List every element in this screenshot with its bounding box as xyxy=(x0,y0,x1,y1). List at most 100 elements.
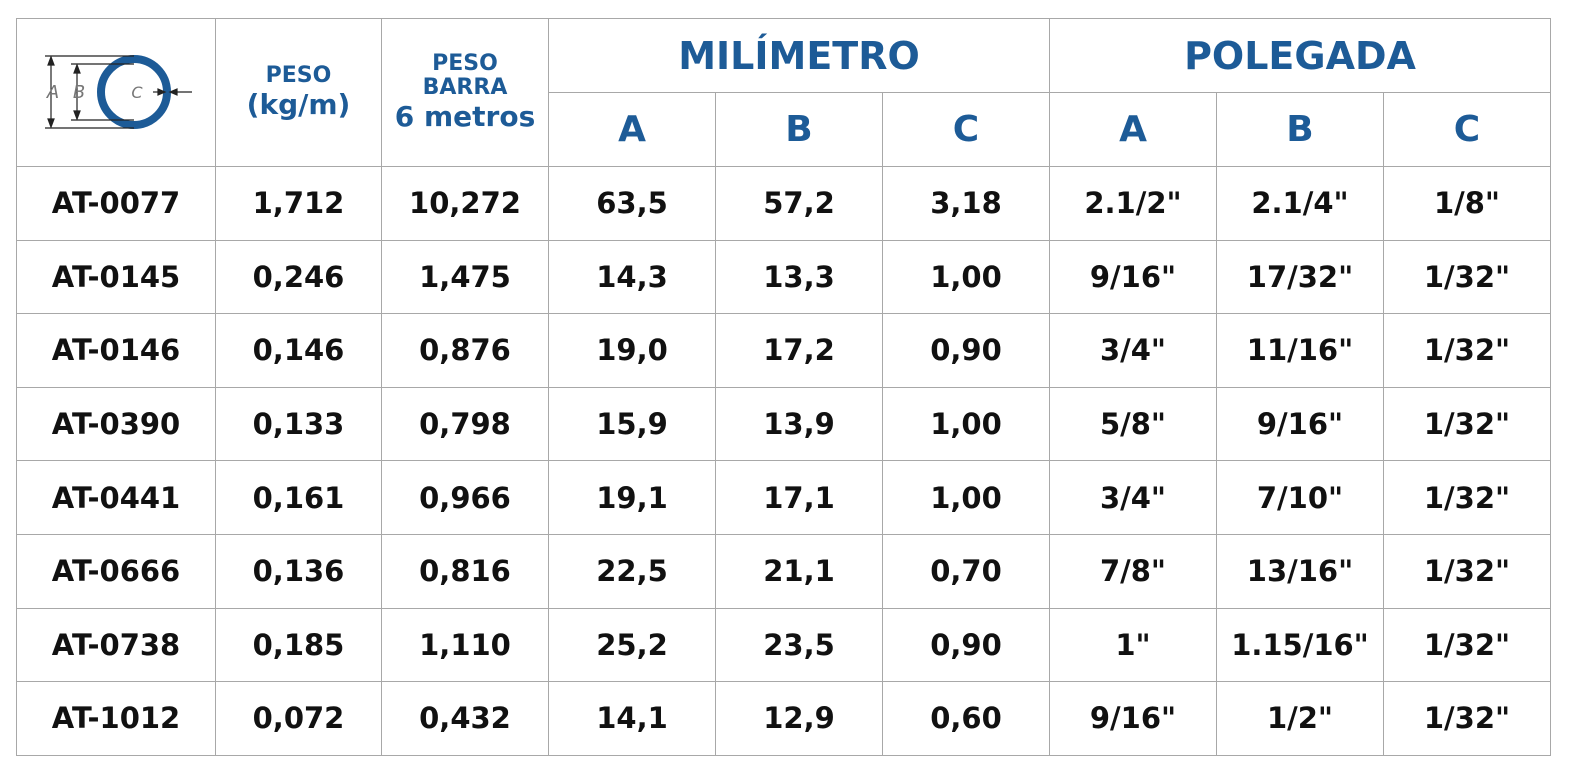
value-cell: 1/32" xyxy=(1382,607,1552,683)
value-cell: 9/16" xyxy=(1049,239,1217,315)
diagram-label: B xyxy=(73,82,85,103)
value-cell: 0,816 xyxy=(381,533,549,609)
value-cell: 22,5 xyxy=(548,533,716,609)
value-cell: 2.1/2" xyxy=(1049,166,1217,241)
value-cell: 0,146 xyxy=(215,313,382,388)
value-cell: 15,9 xyxy=(548,386,716,462)
value-cell: 1" xyxy=(1049,607,1217,683)
value-cell: 1,00 xyxy=(882,386,1050,462)
tube-table: A B C PESO (kg/m) PESO BARRA 6 metros MI… xyxy=(16,18,1552,756)
header-text: BARRA xyxy=(422,74,508,100)
value-cell: 1/2" xyxy=(1216,681,1384,756)
value-cell: 57,2 xyxy=(715,166,883,241)
group-header: POLEGADA xyxy=(1048,18,1552,93)
value-cell: 2.1/4" xyxy=(1216,166,1384,241)
value-cell: 0,798 xyxy=(381,386,549,462)
dimension-lines xyxy=(45,54,192,129)
value-cell: 7/10" xyxy=(1216,460,1384,535)
value-cell: 0,246 xyxy=(215,239,382,315)
table-row: AT-1012 0,072 0,432 14,1 12,9 0,60 9/16" 1/2" 1/… xyxy=(16,681,1552,756)
sub-header: A xyxy=(1049,92,1217,167)
table-row: AT-0145 0,246 1,475 14,3 13,3 1,00 9/16" 17/32"… xyxy=(16,239,1552,315)
value-cell: 1/32" xyxy=(1382,313,1552,388)
value-cell: 9/16" xyxy=(1216,386,1384,462)
value-cell: 14,1 xyxy=(548,681,716,756)
sub-header: C xyxy=(1382,92,1552,167)
diagram-cell: A B C xyxy=(16,18,216,167)
header-text: (kg/m) xyxy=(246,87,351,121)
value-cell: 0,966 xyxy=(381,460,549,535)
value-cell: 1/8" xyxy=(1382,166,1552,241)
value-cell: 19,0 xyxy=(548,313,716,388)
table-row: AT-0441 0,161 0,966 19,1 17,1 1,00 3/4" 7/10" 1/… xyxy=(16,460,1552,535)
table-row: AT-0146 0,146 0,876 19,0 17,2 0,90 3/4" 11/16" 1… xyxy=(16,313,1552,388)
value-cell: 1,00 xyxy=(882,239,1050,315)
value-cell: 0,90 xyxy=(882,313,1050,388)
value-cell: 17,2 xyxy=(715,313,883,388)
value-cell: 19,1 xyxy=(548,460,716,535)
value-cell: 3,18 xyxy=(882,166,1050,241)
value-cell: 7/8" xyxy=(1049,533,1217,609)
header-text: PESO xyxy=(265,62,332,88)
value-cell: 21,1 xyxy=(715,533,883,609)
value-cell: 1,712 xyxy=(215,166,382,241)
value-cell: 1,475 xyxy=(381,239,549,315)
value-cell: 0,136 xyxy=(215,533,382,609)
value-cell: 1/32" xyxy=(1382,533,1552,609)
value-cell: 17,1 xyxy=(715,460,883,535)
value-cell: 10,272 xyxy=(381,166,549,241)
diagram-label: C xyxy=(131,83,143,102)
value-cell: 0,70 xyxy=(882,533,1050,609)
value-cell: 0,133 xyxy=(215,386,382,462)
code-cell: AT-0666 xyxy=(16,533,216,609)
peso-header: PESO (kg/m) xyxy=(215,18,382,167)
table-row: AT-0666 0,136 0,816 22,5 21,1 0,70 7/8" 13/16" 1… xyxy=(16,533,1552,609)
table-row: AT-0738 0,185 1,110 25,2 23,5 0,90 1" 1.15/16" 1… xyxy=(16,607,1552,683)
diagram-label: A xyxy=(46,82,59,103)
value-cell: 1/32" xyxy=(1382,681,1552,756)
tube-diagram: A B C xyxy=(45,54,192,129)
value-cell: 17/32" xyxy=(1216,239,1384,315)
value-cell: 1,00 xyxy=(882,460,1050,535)
value-cell: 3/4" xyxy=(1049,313,1217,388)
sub-header: B xyxy=(1216,92,1384,167)
header-text: 6 metros xyxy=(394,99,536,133)
value-cell: 1/32" xyxy=(1382,460,1552,535)
value-cell: 0,60 xyxy=(882,681,1050,756)
code-cell: AT-1012 xyxy=(16,681,216,756)
value-cell: 0,90 xyxy=(882,607,1050,683)
value-cell: 0,876 xyxy=(381,313,549,388)
code-cell: AT-0441 xyxy=(16,460,216,535)
value-cell: 3/4" xyxy=(1049,460,1217,535)
sub-header: B xyxy=(715,92,883,167)
value-cell: 13,3 xyxy=(715,239,883,315)
value-cell: 12,9 xyxy=(715,681,883,756)
peso-barra-header: PESO BARRA 6 metros xyxy=(381,18,549,167)
table-row: AT-0390 0,133 0,798 15,9 13,9 1,00 5/8" 9/16" 1/… xyxy=(16,386,1552,462)
group-header: MILÍMETRO xyxy=(548,18,1050,93)
table-row: AT-0077 1,712 10,272 63,5 57,2 3,18 2.1/2" 2.1/… xyxy=(16,166,1552,241)
value-cell: 1.15/16" xyxy=(1216,607,1384,683)
tube-ring xyxy=(97,54,171,129)
value-cell: 0,161 xyxy=(215,460,382,535)
value-cell: 11/16" xyxy=(1216,313,1384,388)
sub-header: C xyxy=(882,92,1050,167)
value-cell: 9/16" xyxy=(1049,681,1217,756)
value-cell: 13/16" xyxy=(1216,533,1384,609)
value-cell: 5/8" xyxy=(1049,386,1217,462)
value-cell: 25,2 xyxy=(548,607,716,683)
sub-header: A xyxy=(548,92,716,167)
value-cell: 0,185 xyxy=(215,607,382,683)
code-cell: AT-0146 xyxy=(16,313,216,388)
value-cell: 0,072 xyxy=(215,681,382,756)
value-cell: 23,5 xyxy=(715,607,883,683)
code-cell: AT-0077 xyxy=(16,166,216,241)
value-cell: 14,3 xyxy=(548,239,716,315)
value-cell: 1,110 xyxy=(381,607,549,683)
value-cell: 1/32" xyxy=(1382,239,1552,315)
value-cell: 63,5 xyxy=(548,166,716,241)
code-cell: AT-0145 xyxy=(16,239,216,315)
value-cell: 13,9 xyxy=(715,386,883,462)
code-cell: AT-0738 xyxy=(16,607,216,683)
